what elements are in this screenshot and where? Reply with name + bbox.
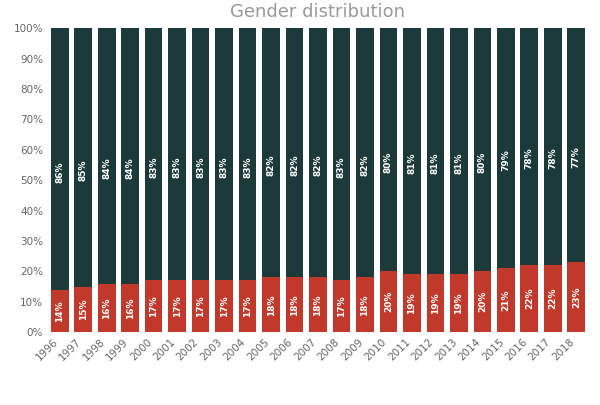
Text: 83%: 83% [149, 156, 158, 178]
Bar [145, 280, 163, 332]
Text: 17%: 17% [173, 296, 182, 317]
Bar [309, 28, 327, 277]
Bar [380, 28, 397, 271]
Text: 82%: 82% [266, 155, 275, 176]
Text: 86%: 86% [55, 161, 64, 183]
Text: 82%: 82% [314, 155, 323, 176]
Text: 20%: 20% [478, 291, 487, 312]
Text: 20%: 20% [384, 291, 393, 312]
Text: 22%: 22% [548, 288, 557, 309]
Text: 21%: 21% [502, 290, 511, 311]
Bar [520, 28, 538, 265]
Bar [51, 290, 68, 332]
Text: 18%: 18% [266, 294, 275, 315]
Text: 18%: 18% [290, 294, 299, 315]
Text: 83%: 83% [243, 156, 252, 178]
Bar [145, 28, 163, 280]
Text: 82%: 82% [361, 155, 370, 176]
Text: 16%: 16% [102, 297, 111, 319]
Bar [239, 280, 256, 332]
Text: 17%: 17% [196, 296, 205, 317]
Bar [98, 28, 115, 283]
Text: 79%: 79% [502, 149, 511, 171]
Bar [473, 28, 491, 271]
Bar [450, 275, 467, 332]
Bar [169, 28, 186, 280]
Text: 19%: 19% [454, 292, 463, 314]
Text: 17%: 17% [243, 296, 252, 317]
Text: 83%: 83% [337, 156, 346, 178]
Bar [286, 277, 304, 332]
Text: 16%: 16% [125, 297, 134, 319]
Bar [98, 284, 115, 332]
Text: 15%: 15% [79, 298, 88, 320]
Text: 82%: 82% [290, 155, 299, 176]
Text: 83%: 83% [220, 156, 229, 178]
Bar [192, 28, 209, 280]
Text: 17%: 17% [220, 296, 229, 317]
Bar [427, 275, 444, 332]
Bar [473, 271, 491, 332]
Bar [568, 28, 585, 262]
Bar [380, 271, 397, 332]
Bar [262, 28, 280, 277]
Bar [356, 277, 374, 332]
Text: 80%: 80% [384, 151, 393, 173]
Text: 81%: 81% [407, 153, 416, 175]
Bar [192, 280, 209, 332]
Bar [74, 287, 92, 332]
Bar [403, 275, 421, 332]
Text: 78%: 78% [548, 148, 557, 169]
Bar [239, 28, 256, 280]
Bar [568, 262, 585, 332]
Text: 81%: 81% [431, 153, 440, 175]
Bar [544, 265, 562, 332]
Text: 80%: 80% [478, 151, 487, 173]
Bar [356, 28, 374, 277]
Text: 23%: 23% [572, 286, 581, 308]
Bar [121, 284, 139, 332]
Bar [215, 28, 233, 280]
Bar [121, 28, 139, 283]
Bar [403, 28, 421, 275]
Bar [74, 28, 92, 287]
Text: 18%: 18% [361, 294, 370, 315]
Bar [520, 265, 538, 332]
Text: 78%: 78% [525, 148, 534, 169]
Text: 77%: 77% [572, 146, 581, 168]
Bar [332, 28, 350, 280]
Text: 17%: 17% [149, 296, 158, 317]
Text: 84%: 84% [125, 158, 134, 179]
Bar [286, 28, 304, 277]
Text: 19%: 19% [431, 292, 440, 314]
Text: 19%: 19% [407, 292, 416, 314]
Text: 83%: 83% [196, 156, 205, 178]
Bar [332, 280, 350, 332]
Bar [51, 28, 68, 290]
Text: 81%: 81% [454, 153, 463, 175]
Bar [169, 280, 186, 332]
Text: 17%: 17% [337, 296, 346, 317]
Text: 83%: 83% [173, 156, 182, 178]
Text: 18%: 18% [314, 294, 323, 315]
Title: Gender distribution: Gender distribution [230, 3, 406, 21]
Bar [544, 28, 562, 265]
Bar [497, 28, 515, 268]
Bar [309, 277, 327, 332]
Bar [497, 268, 515, 332]
Bar [450, 28, 467, 275]
Text: 85%: 85% [79, 160, 88, 181]
Text: 22%: 22% [525, 288, 534, 309]
Bar [262, 277, 280, 332]
Bar [215, 280, 233, 332]
Text: 84%: 84% [102, 158, 111, 179]
Bar [427, 28, 444, 275]
Text: 14%: 14% [55, 300, 64, 322]
